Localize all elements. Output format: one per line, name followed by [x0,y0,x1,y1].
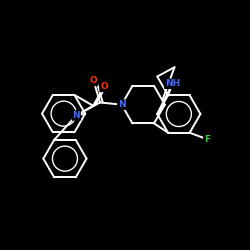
Text: N: N [72,111,80,120]
Text: F: F [204,135,210,144]
Text: N: N [118,100,126,109]
Text: O: O [100,82,108,92]
Text: O: O [90,76,98,86]
Text: NH: NH [165,79,180,88]
